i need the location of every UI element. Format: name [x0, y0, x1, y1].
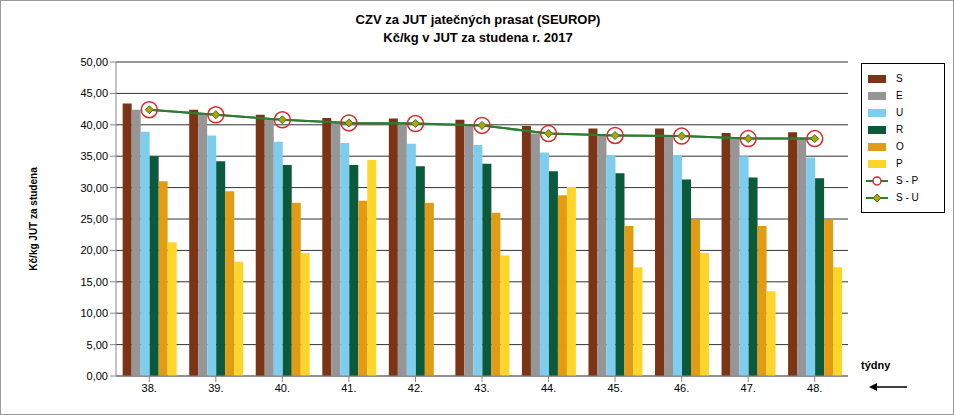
svg-text:45.: 45. [607, 382, 622, 394]
svg-text:44.: 44. [541, 382, 556, 394]
svg-text:47.: 47. [741, 382, 756, 394]
svg-text:5,00: 5,00 [87, 339, 108, 351]
html-text:S: S [896, 73, 903, 84]
html-text:E: E [896, 90, 903, 101]
svg-text:45,00: 45,00 [80, 87, 108, 99]
svg-text:41.: 41. [341, 382, 356, 394]
html-text:S - U: S - U [896, 192, 919, 203]
svg-text:25,00: 25,00 [80, 213, 108, 225]
svg-text:46.: 46. [674, 382, 689, 394]
svg-text:39.: 39. [208, 382, 223, 394]
svg-text:38.: 38. [142, 382, 157, 394]
svg-text:43.: 43. [474, 382, 489, 394]
svg-text:Kč/kg JUT za studena: Kč/kg JUT za studena [28, 167, 39, 271]
svg-text:35,00: 35,00 [80, 150, 108, 162]
html-text:týdny: týdny [861, 359, 891, 371]
svg-text:40.: 40. [275, 382, 290, 394]
svg-text:50,00: 50,00 [80, 56, 108, 68]
svg-text:48.: 48. [807, 382, 822, 394]
svg-text:0,00: 0,00 [87, 370, 108, 382]
svg-text:15,00: 15,00 [80, 276, 108, 288]
svg-text:20,00: 20,00 [80, 244, 108, 256]
svg-text:10,00: 10,00 [80, 307, 108, 319]
html-text:O: O [896, 141, 904, 152]
svg-text:40,00: 40,00 [80, 119, 108, 131]
html-text:S - P: S - P [896, 175, 919, 186]
svg-text:30,00: 30,00 [80, 182, 108, 194]
svg-text:42.: 42. [408, 382, 423, 394]
html-text:CZV za JUT jatečných prasat (S: CZV za JUT jatečných prasat (SEUROP) [355, 12, 601, 27]
html-text:U: U [896, 107, 904, 118]
html-text:Kč/kg v JUT za studena r. 2017: Kč/kg v JUT za studena r. 2017 [383, 30, 573, 45]
html-text:R: R [896, 124, 904, 135]
html-text:P: P [896, 158, 903, 169]
